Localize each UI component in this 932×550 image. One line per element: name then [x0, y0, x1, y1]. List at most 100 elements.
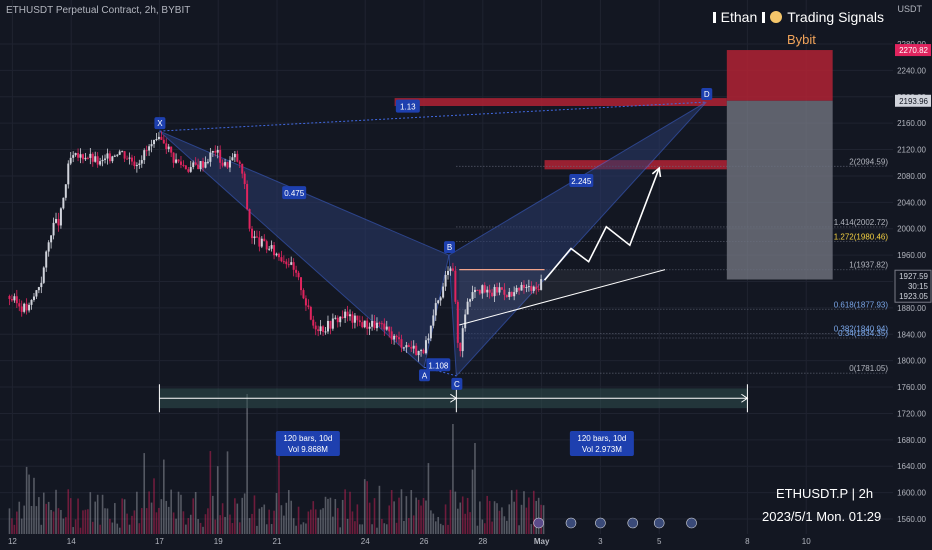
candle-body — [219, 149, 222, 163]
volume-bar — [109, 518, 111, 534]
candle-body — [282, 261, 285, 263]
volume-bar — [241, 497, 244, 534]
volume-bar — [8, 508, 11, 534]
volume-bar — [207, 508, 209, 534]
candle-body — [45, 251, 48, 268]
candle-body — [535, 286, 538, 289]
fib-label: 0.382(1840.94) — [834, 325, 889, 334]
candle-body — [307, 305, 310, 307]
flag-us-icon — [565, 517, 577, 529]
candle-body — [527, 286, 530, 288]
volume-bar — [513, 501, 515, 534]
volume-bar — [263, 504, 266, 534]
candle-body — [520, 284, 523, 291]
candle-body — [378, 322, 381, 324]
volume-bar — [13, 524, 16, 534]
candle-body — [420, 350, 423, 352]
stop-zone — [726, 100, 833, 280]
flag-icon — [712, 11, 716, 23]
candle-body — [415, 345, 418, 356]
volume-bar — [246, 394, 248, 534]
candle-body — [226, 162, 229, 168]
candle-body — [77, 153, 80, 158]
time-tick-label: 5 — [657, 537, 662, 546]
volume-bar — [238, 522, 241, 534]
volume-bar — [268, 509, 270, 534]
candle-body — [434, 303, 437, 316]
volume-bar — [30, 505, 33, 534]
candle-body — [503, 289, 506, 295]
stats-bars: 120 bars, 10d — [577, 434, 626, 443]
candle-body — [184, 165, 187, 170]
candle-body — [204, 161, 207, 168]
volume-bar — [16, 511, 18, 534]
volume-bar — [488, 500, 491, 534]
date-range-stats: 120 bars, 10d Vol 9.868M — [275, 431, 340, 456]
volume-bar — [192, 498, 195, 534]
volume-bar — [231, 523, 234, 534]
volume-bar — [224, 516, 226, 534]
volume-bar — [479, 501, 481, 534]
volume-bar — [55, 489, 57, 534]
volume-bar — [447, 524, 449, 534]
volume-bar — [38, 497, 40, 534]
volume-bar — [295, 525, 297, 534]
resistance-zone — [394, 98, 727, 107]
candle-body — [326, 320, 329, 332]
volume-bar — [136, 491, 138, 534]
volume-bar — [356, 504, 359, 534]
volume-bar — [163, 459, 165, 534]
time-tick-label: 14 — [67, 537, 76, 546]
candle-body — [459, 342, 462, 352]
candle-body — [346, 311, 349, 317]
candle-body — [481, 285, 484, 294]
candle-body — [275, 253, 278, 256]
candle-body — [143, 150, 146, 161]
candle-body — [466, 301, 469, 315]
candle-body — [522, 284, 525, 288]
volume-bar — [354, 521, 356, 534]
volume-bar — [99, 524, 101, 534]
candle-body — [317, 329, 320, 332]
volume-bar — [525, 507, 528, 534]
candle-body — [402, 347, 405, 349]
volume-bar — [172, 512, 175, 534]
time-axis: 12 14 17 19 21 24 26 28 May 3 5 8 10 — [8, 537, 811, 546]
candle-body — [508, 291, 511, 298]
price-tick-label: 1600.00 — [897, 489, 926, 498]
volume-bar — [111, 522, 114, 534]
volume-bar — [439, 523, 442, 534]
volume-bar — [395, 522, 398, 534]
volume-bar — [180, 494, 182, 534]
candle-body — [79, 154, 82, 158]
volume-bar — [537, 497, 540, 534]
volume-bar — [520, 504, 523, 534]
candle-body — [270, 245, 273, 249]
candle-body — [351, 314, 354, 323]
flag-us-icon — [627, 517, 639, 529]
candle-body — [478, 290, 481, 294]
volume-bar — [403, 520, 405, 534]
volume-bar — [133, 510, 136, 534]
volume-bar — [270, 524, 273, 534]
volume-bar — [530, 524, 533, 534]
candle-body — [238, 161, 241, 164]
time-tick-label: May — [534, 537, 550, 546]
volume-bar — [194, 491, 197, 534]
candle-body — [52, 222, 55, 236]
candle-body — [312, 319, 315, 326]
volume-bar — [155, 512, 158, 534]
candle-body — [8, 296, 11, 299]
candle-body — [358, 320, 361, 323]
pattern-point-a — [419, 369, 431, 382]
volume-bar — [452, 424, 454, 534]
candle-body — [385, 326, 388, 330]
candle-body — [395, 335, 398, 338]
volume-bar — [481, 519, 484, 534]
candle-body — [30, 299, 33, 305]
candle-body — [297, 272, 300, 278]
candle-body — [398, 337, 401, 340]
time-tick-label: 21 — [273, 537, 282, 546]
fib-label: 1(1937.82) — [849, 261, 888, 270]
